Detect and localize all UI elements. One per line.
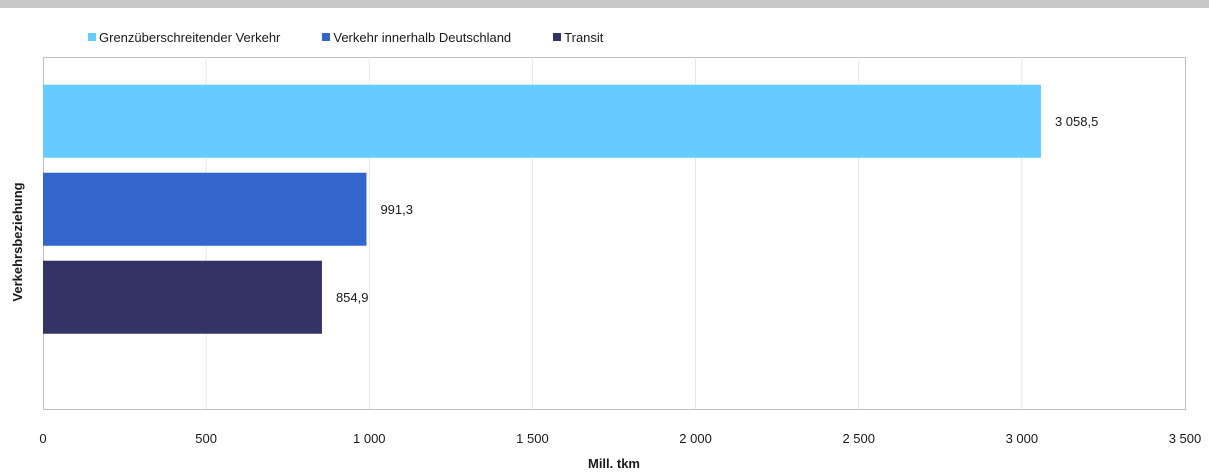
legend-item-transit: Transit [553, 30, 603, 45]
top-band [0, 0, 1209, 8]
legend-label-cross-border: Grenzüberschreitender Verkehr [99, 29, 281, 45]
data-label: 991,3 [380, 202, 413, 217]
legend-swatch-transit [553, 33, 562, 41]
x-tick-label: 2 000 [679, 431, 712, 446]
legend-swatch-cross-border [88, 33, 96, 41]
chart-legend: Grenzüberschreitender Verkehr Verkehr in… [88, 29, 645, 45]
x-tick-label: 500 [195, 431, 217, 446]
bars [43, 84, 1041, 334]
x-tick-label: 1 500 [516, 431, 549, 446]
y-axis-title: Verkehrsbeziehung [10, 182, 25, 301]
bar [43, 84, 1041, 158]
legend-label-domestic: Verkehr innerhalb Deutschland [333, 29, 512, 45]
legend-swatch-domestic [322, 33, 331, 41]
x-tick-label: 1 000 [353, 431, 386, 446]
x-tick-label: 0 [39, 431, 46, 446]
data-label: 854,9 [336, 290, 369, 305]
legend-label-transit: Transit [564, 29, 604, 45]
x-tick-labels: 0 500 1 000 1 500 2 000 2 500 3 000 3 500 [39, 431, 1201, 446]
x-tick-label: 2 500 [842, 431, 875, 446]
data-labels: 3 058,5 991,3 854,9 [336, 114, 1098, 305]
bar [43, 260, 322, 334]
bar [43, 172, 367, 246]
legend-item-domestic: Verkehr innerhalb Deutschland [322, 30, 511, 45]
legend-item-cross-border: Grenzüberschreitender Verkehr [88, 30, 280, 45]
data-label: 3 058,5 [1055, 114, 1098, 129]
x-tick-label: 3 500 [1169, 431, 1202, 446]
x-tick-label: 3 000 [1006, 431, 1039, 446]
x-axis-title: Mill. tkm [588, 456, 640, 471]
